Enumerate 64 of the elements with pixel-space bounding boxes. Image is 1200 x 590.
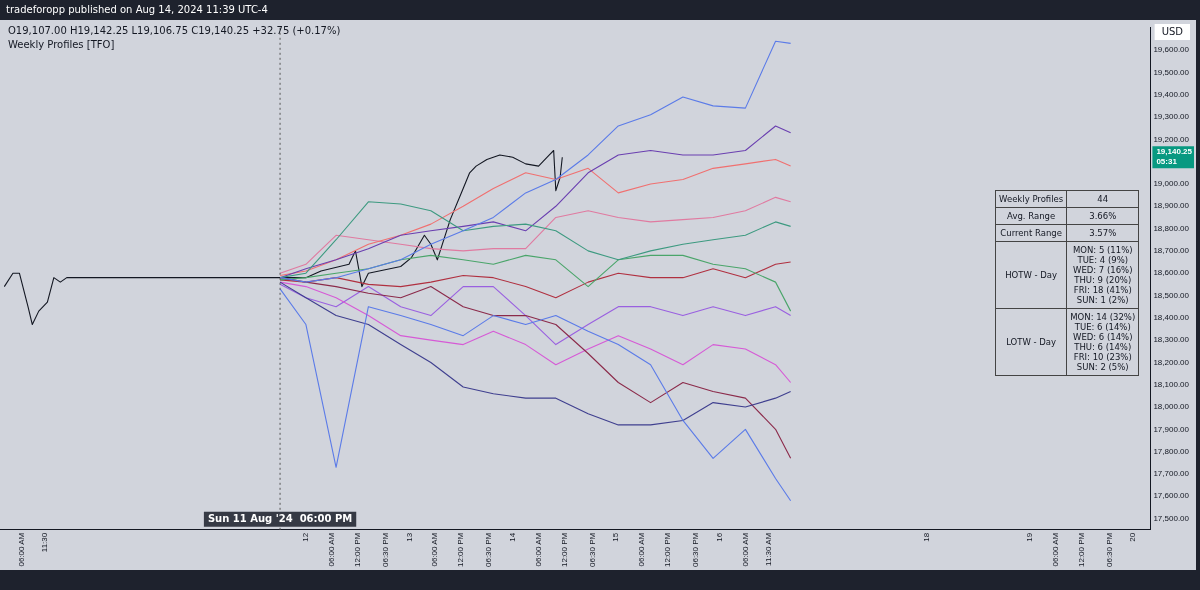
text: MON: 14 (32%) TUE: 6 (14%) WED: 6 (14%) THU: 6 (14%) FRI: 10 (23%) SUN: 2 (5%): [1070, 312, 1136, 372]
x-tick-label: 12: [301, 532, 311, 542]
text: tradeforopp published on Aug 14, 2024 11:39 UTC-4: [5, 3, 269, 17]
x-tick-label: 06:30 PM: [587, 532, 597, 568]
y-tick-label: 19,400.00: [1153, 89, 1190, 99]
y-tick-label: 18,000.00: [1153, 402, 1190, 412]
y-tick-label: 18,500.00: [1153, 290, 1190, 300]
x-tick-label: 15: [611, 532, 621, 542]
y-tick-label: 17,600.00: [1153, 491, 1190, 501]
y-tick-label: 19,000.00: [1153, 179, 1190, 189]
x-tick-label: 06:30 PM: [1104, 532, 1114, 568]
category-label: Current Range: [995, 224, 1067, 242]
text: 3.57%: [1089, 228, 1117, 238]
category-label: LOTW - Day: [995, 308, 1067, 376]
y-tick-label: 17,800.00: [1153, 446, 1190, 456]
y-tick-label: 18,600.00: [1153, 268, 1190, 278]
x-tick-label: 13: [404, 532, 414, 542]
y-tick-label: 17,500.00: [1153, 513, 1190, 523]
annotation: O19,107.00 H19,142.25 L19,106.75 C19,140.25 +32.75 (+0.17%): [8, 24, 341, 36]
x-tick-label: 06:30 PM: [380, 532, 390, 568]
x-tick-label: 06:00 AM: [637, 532, 647, 567]
y-tick-label: 19,600.00: [1153, 45, 1190, 55]
y-tick-label: 18,100.00: [1153, 379, 1190, 389]
y-tick-label: 18,800.00: [1153, 223, 1190, 233]
x-tick-label: 18: [921, 532, 931, 542]
category-label: HOTW - Day: [995, 241, 1067, 309]
x-tick-label: 06:30 PM: [691, 532, 701, 568]
y-tick-label: 17,700.00: [1153, 469, 1190, 479]
x-tick-label: 11:30: [40, 532, 50, 553]
text: 19,140.25 05:31: [1156, 146, 1193, 166]
x-tick-label: 06:30 PM: [484, 532, 494, 568]
x-tick-label: 14: [507, 532, 517, 542]
x-tick-label: 12:00 PM: [456, 532, 466, 568]
x-tick-label: 12:00 PM: [352, 532, 362, 568]
x-tick-label: 06:00 AM: [326, 532, 336, 567]
y-tick-label: 18,200.00: [1153, 357, 1190, 367]
category-label: Weekly Profiles: [995, 190, 1067, 208]
x-tick-label: 06:00 AM: [533, 532, 543, 567]
y-tick-label: 18,300.00: [1153, 335, 1190, 345]
x-tick-label: 06:00 AM: [740, 532, 750, 567]
x-tick-label: 12:00 PM: [1076, 532, 1086, 568]
x-tick-label: 16: [714, 532, 724, 542]
x-tick-label: 12:00 PM: [663, 532, 673, 568]
y-tick-label: 19,300.00: [1153, 112, 1190, 122]
text: Weekly Profiles [TFO]: [8, 38, 115, 50]
ref-line-label: Sun 11 Aug '24 06:00 PM: [207, 513, 353, 525]
y-tick-label: 18,700.00: [1153, 246, 1190, 256]
x-tick-label: 06:00 AM: [1050, 532, 1060, 567]
text: USD: [1161, 25, 1184, 37]
text: 3.66%: [1089, 211, 1117, 221]
x-tick-label: 20: [1128, 532, 1138, 542]
x-tick-label: 11:30 AM: [764, 532, 774, 566]
x-tick-label: 12:00 PM: [559, 532, 569, 568]
text: MON: 5 (11%) TUE: 4 (9%) WED: 7 (16%) THU: 9 (20%) FRI: 18 (41%) SUN: 1 (2%): [1072, 245, 1133, 305]
y-tick-label: 18,900.00: [1153, 201, 1190, 211]
y-tick-label: 18,400.00: [1153, 313, 1190, 323]
x-tick-label: 06:00 AM: [16, 532, 26, 567]
y-tick-label: 19,500.00: [1153, 67, 1190, 77]
y-tick-label: 17,900.00: [1153, 424, 1190, 434]
category-label: Avg. Range: [995, 207, 1067, 225]
text: 44: [1097, 194, 1109, 204]
x-tick-label: 19: [1024, 532, 1034, 542]
y-tick-label: 19,200.00: [1153, 134, 1190, 144]
x-tick-label: 06:00 AM: [430, 532, 440, 567]
